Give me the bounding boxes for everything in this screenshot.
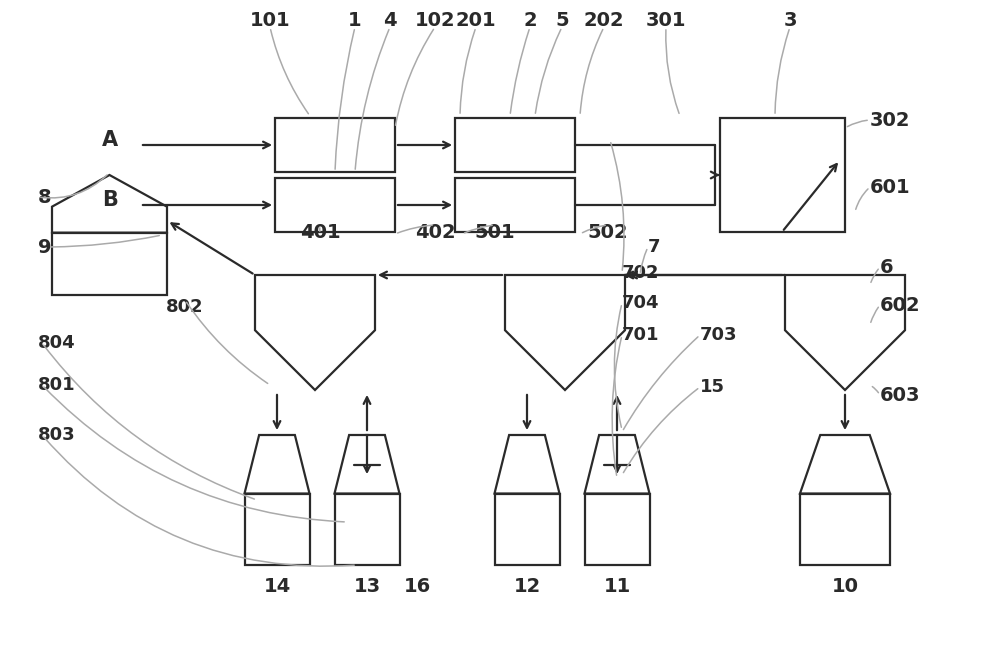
Text: 2: 2 <box>523 11 537 29</box>
Text: 15: 15 <box>700 378 725 396</box>
Text: B: B <box>102 190 118 210</box>
Text: 302: 302 <box>870 110 910 130</box>
Text: 6: 6 <box>880 257 894 277</box>
Polygon shape <box>52 233 167 295</box>
Polygon shape <box>245 435 310 493</box>
Bar <box>455 178 575 232</box>
Text: 803: 803 <box>38 426 76 444</box>
Text: 202: 202 <box>584 11 624 29</box>
Text: 704: 704 <box>622 294 660 312</box>
Polygon shape <box>52 175 167 233</box>
Text: 8: 8 <box>38 188 52 207</box>
Text: 301: 301 <box>646 11 686 29</box>
Polygon shape <box>355 441 379 466</box>
Text: 201: 201 <box>456 11 496 29</box>
Text: 16: 16 <box>403 577 431 597</box>
Text: 602: 602 <box>880 295 921 315</box>
Polygon shape <box>584 435 650 493</box>
Text: 12: 12 <box>513 577 541 597</box>
Text: 702: 702 <box>622 264 660 282</box>
Text: 601: 601 <box>870 178 911 196</box>
Text: 502: 502 <box>588 223 628 241</box>
Text: 7: 7 <box>648 238 660 256</box>
Bar <box>275 178 395 232</box>
Polygon shape <box>494 493 560 565</box>
Text: 701: 701 <box>622 326 660 344</box>
Text: 5: 5 <box>555 11 569 29</box>
Polygon shape <box>785 275 905 390</box>
Polygon shape <box>255 275 375 390</box>
Polygon shape <box>800 435 890 493</box>
Polygon shape <box>800 493 890 565</box>
Text: 804: 804 <box>38 334 76 352</box>
Circle shape <box>347 435 387 475</box>
Bar <box>720 118 845 232</box>
Text: 603: 603 <box>880 386 920 404</box>
Text: 402: 402 <box>415 223 455 241</box>
Text: 9: 9 <box>38 237 52 257</box>
Text: A: A <box>102 130 118 150</box>
Bar <box>275 118 395 172</box>
Polygon shape <box>335 435 400 493</box>
Text: 802: 802 <box>166 298 204 316</box>
Text: 101: 101 <box>250 11 290 29</box>
Polygon shape <box>335 493 400 565</box>
Bar <box>455 118 575 172</box>
Text: 10: 10 <box>831 577 858 597</box>
Text: 801: 801 <box>38 376 76 394</box>
Text: 11: 11 <box>603 577 631 597</box>
Text: 102: 102 <box>415 11 455 29</box>
Text: 13: 13 <box>353 577 381 597</box>
Polygon shape <box>245 493 310 565</box>
Polygon shape <box>494 435 560 493</box>
Circle shape <box>597 435 637 475</box>
Text: 3: 3 <box>783 11 797 29</box>
Polygon shape <box>505 275 625 390</box>
Text: 14: 14 <box>263 577 291 597</box>
Text: 401: 401 <box>300 223 340 241</box>
Text: 501: 501 <box>475 223 515 241</box>
Text: 703: 703 <box>700 326 738 344</box>
Polygon shape <box>605 441 629 466</box>
Text: 4: 4 <box>383 11 397 29</box>
Polygon shape <box>584 493 650 565</box>
Text: 1: 1 <box>348 11 362 29</box>
